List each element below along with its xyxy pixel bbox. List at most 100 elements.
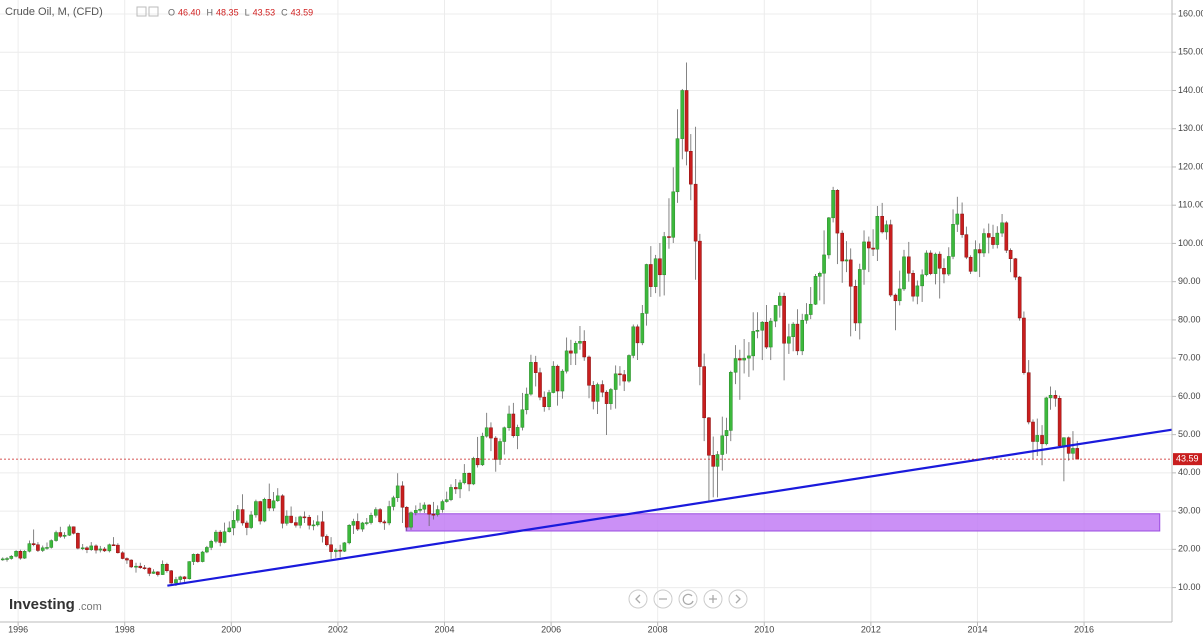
candle-body xyxy=(707,417,711,456)
candle-body xyxy=(658,258,662,276)
candle-body xyxy=(857,269,862,324)
candle-body xyxy=(31,543,36,546)
candle-body xyxy=(169,570,173,584)
candle-body xyxy=(951,224,955,257)
candle-body xyxy=(817,273,822,277)
candle-body xyxy=(702,366,706,419)
candle-body xyxy=(937,253,942,269)
candle-body xyxy=(995,232,1000,245)
candle-body xyxy=(973,249,978,272)
candle-body xyxy=(782,295,786,344)
nav-zoom-out[interactable] xyxy=(653,589,673,609)
candle-body xyxy=(9,555,14,559)
candle-body xyxy=(933,253,938,274)
candle-body xyxy=(862,241,866,270)
candle-body xyxy=(502,427,507,442)
x-tick-label: 2014 xyxy=(967,624,987,634)
candle-body xyxy=(475,458,480,466)
candle-body xyxy=(27,543,32,552)
candle-body xyxy=(54,532,58,541)
candle-body xyxy=(329,544,333,552)
ohlc-value: 43.59 xyxy=(291,7,314,17)
y-tick-label: 10.00 xyxy=(1178,582,1201,592)
candle-body xyxy=(635,326,640,344)
candle-body xyxy=(1044,397,1049,445)
candle-body xyxy=(627,355,631,382)
x-tick-label: 1998 xyxy=(115,624,135,634)
navigation xyxy=(628,589,748,609)
candle-body xyxy=(755,329,760,332)
candle-body xyxy=(875,216,880,250)
candle-body xyxy=(182,576,187,580)
candle-body xyxy=(622,374,627,382)
icon[interactable] xyxy=(148,6,159,17)
candle-body xyxy=(675,138,680,193)
candle-body xyxy=(262,499,267,522)
candle-body xyxy=(0,558,5,561)
candle-body xyxy=(116,544,120,554)
candle-body xyxy=(62,534,67,537)
y-tick-label: 140.00 xyxy=(1178,85,1203,95)
candle-body xyxy=(955,213,960,225)
nav-icons xyxy=(635,593,741,605)
candle-body xyxy=(1026,372,1031,423)
candle-body xyxy=(977,249,982,254)
support-zone xyxy=(405,513,1161,532)
candle-body xyxy=(871,247,875,250)
candle-body xyxy=(835,190,840,234)
candle-body xyxy=(471,458,476,485)
candle-body xyxy=(902,256,906,290)
candle-body xyxy=(67,526,72,536)
candle-body xyxy=(138,565,143,568)
candle-body xyxy=(254,501,258,516)
candle-body xyxy=(604,391,609,404)
candle-body xyxy=(414,510,418,513)
nav-left[interactable] xyxy=(628,589,648,609)
nav-right[interactable] xyxy=(728,589,748,609)
candle-body xyxy=(1035,435,1040,442)
x-tick-label: 2016 xyxy=(1074,624,1094,634)
candle-body xyxy=(511,413,516,437)
candle-body xyxy=(671,191,676,238)
y-tick-label: 150.00 xyxy=(1178,47,1203,57)
candle-body xyxy=(209,541,213,548)
candle-body xyxy=(915,285,920,297)
last-price-box xyxy=(1173,453,1202,466)
candle-body xyxy=(982,233,986,254)
candle-body xyxy=(960,213,964,235)
candle-body xyxy=(200,551,205,562)
candle-body xyxy=(564,350,569,372)
ohlc-value: 43.53 xyxy=(253,7,276,17)
candle-body xyxy=(1022,317,1026,373)
candle-body xyxy=(1008,250,1013,259)
candle-body xyxy=(613,373,618,390)
candle-body xyxy=(733,358,738,373)
nav-reset[interactable] xyxy=(678,589,698,609)
icon[interactable] xyxy=(136,6,147,17)
candle-body xyxy=(649,264,653,287)
candle-body xyxy=(22,551,27,559)
candle-body xyxy=(294,522,298,526)
candle-body xyxy=(1053,394,1058,399)
candle-body xyxy=(391,497,396,507)
candle-body xyxy=(364,522,369,524)
candle-body xyxy=(1017,276,1022,319)
brand-name: Investing xyxy=(9,596,75,613)
candle-body xyxy=(640,313,645,344)
overlay xyxy=(0,428,1173,587)
candle-body xyxy=(467,472,471,485)
y-tick-label: 20.00 xyxy=(1178,544,1201,554)
candle-body xyxy=(831,190,835,219)
candle-body xyxy=(98,548,103,551)
nav-zoom-in[interactable] xyxy=(703,589,723,609)
candle-body xyxy=(1048,394,1053,399)
candle-body xyxy=(315,521,320,526)
candle-body xyxy=(742,357,746,361)
candle-body xyxy=(693,183,698,242)
candle-body xyxy=(36,544,40,551)
candle-body xyxy=(928,252,933,274)
candle-body xyxy=(787,336,791,344)
candle-body xyxy=(45,547,49,549)
axes: 10.00 20.00 30.00 40.00 50.00 60.00 70.00 80.00… xyxy=(8,8,1203,634)
